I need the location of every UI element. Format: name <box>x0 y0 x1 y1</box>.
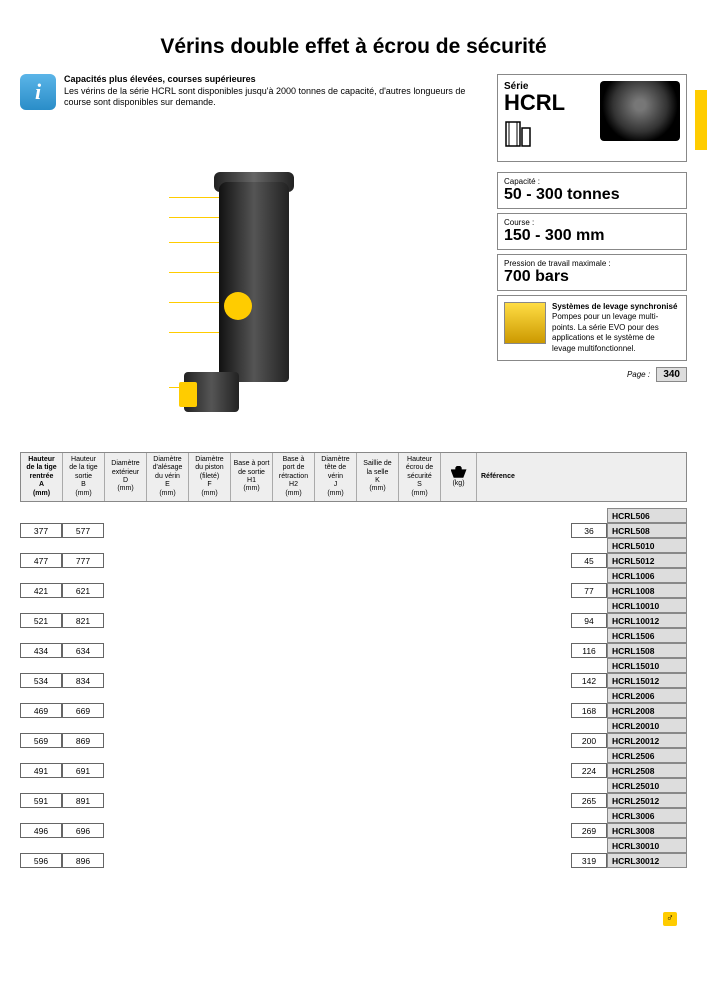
column-header: Hauteurde la tigesortieB(mm) <box>63 453 105 501</box>
footer-icon: ♂ <box>663 912 677 926</box>
table-row: HCRL10010 <box>20 598 687 613</box>
spec-stroke: Course : 150 - 300 mm <box>497 213 687 250</box>
info-body: Les vérins de la série HCRL sont disponi… <box>64 86 465 108</box>
table-row: HCRL5010 <box>20 538 687 553</box>
table-row: HCRL2506 <box>20 748 687 763</box>
reference-cell: HCRL5010 <box>607 538 687 553</box>
table-row: HCRL20010 <box>20 718 687 733</box>
info-heading: Capacités plus élevées, courses supérieu… <box>64 74 256 84</box>
sync-system-box: Systèmes de levage synchronisé Pompes po… <box>497 295 687 361</box>
reference-cell: HCRL2508 <box>607 763 687 778</box>
reference-cell: HCRL5012 <box>607 553 687 568</box>
table-row: 52182194HCRL10012 <box>20 613 687 628</box>
series-outline-icon <box>504 118 532 150</box>
table-row: 496696269HCRL3008 <box>20 823 687 838</box>
reference-cell: HCRL15010 <box>607 658 687 673</box>
table-row: 47777745HCRL5012 <box>20 553 687 568</box>
reference-cell: HCRL25012 <box>607 793 687 808</box>
column-header: (kg) <box>441 453 477 501</box>
reference-cell: HCRL3006 <box>607 808 687 823</box>
info-icon: i <box>20 74 56 110</box>
table-row: 491691224HCRL2508 <box>20 763 687 778</box>
reference-cell: HCRL1008 <box>607 583 687 598</box>
reference-cell: HCRL20012 <box>607 733 687 748</box>
info-box: i Capacités plus élevées, courses supéri… <box>20 74 487 162</box>
cylinder-cutaway-image <box>20 172 487 442</box>
table-row: 37757736HCRL508 <box>20 523 687 538</box>
page-title: Vérins double effet à écrou de sécurité <box>20 35 687 59</box>
column-header: Diamètred'alésagedu vérinE(mm) <box>147 453 189 501</box>
footer: ♂ <box>20 908 687 926</box>
reference-cell: HCRL30010 <box>607 838 687 853</box>
table-row: HCRL25010 <box>20 778 687 793</box>
reference-cell: HCRL10010 <box>607 598 687 613</box>
reference-cell: HCRL2506 <box>607 748 687 763</box>
reference-cell: HCRL20010 <box>607 718 687 733</box>
column-header: Base à portde sortieH1(mm) <box>231 453 273 501</box>
table-row: HCRL30010 <box>20 838 687 853</box>
table-header: Hauteurde la tigerentréeA(mm)Hauteurde l… <box>20 452 687 502</box>
side-tab <box>695 90 707 150</box>
column-header: DiamètreextérieurD(mm) <box>105 453 147 501</box>
table-row: HCRL1506 <box>20 628 687 643</box>
reference-cell: HCRL30012 <box>607 853 687 868</box>
reference-cell: HCRL3008 <box>607 823 687 838</box>
table-row: HCRL2006 <box>20 688 687 703</box>
column-header: Diamètretête devérinJ(mm) <box>315 453 357 501</box>
spec-pressure: Pression de travail maximale : 700 bars <box>497 254 687 291</box>
column-header: Hauteurde la tigerentréeA(mm) <box>21 453 63 501</box>
table-row: HCRL3006 <box>20 808 687 823</box>
reference-cell: HCRL506 <box>607 508 687 523</box>
series-product-image <box>600 81 680 141</box>
column-header: Référence <box>477 453 686 501</box>
table-row: HCRL506 <box>20 508 687 523</box>
table-row: 591891265HCRL25012 <box>20 793 687 808</box>
reference-cell: HCRL508 <box>607 523 687 538</box>
reference-cell: HCRL1506 <box>607 628 687 643</box>
spec-capacity: Capacité : 50 - 300 tonnes <box>497 172 687 209</box>
table-row: 596896319HCRL30012 <box>20 853 687 868</box>
table-row: HCRL15010 <box>20 658 687 673</box>
series-box: Série HCRL <box>497 74 687 162</box>
table-row: HCRL1006 <box>20 568 687 583</box>
reference-cell: HCRL2006 <box>607 688 687 703</box>
table-row: 569869200HCRL20012 <box>20 733 687 748</box>
reference-cell: HCRL15012 <box>607 673 687 688</box>
column-header: Saillie dela selleK(mm) <box>357 453 399 501</box>
sync-image <box>504 302 546 344</box>
spec-table: Hauteurde la tigerentréeA(mm)Hauteurde l… <box>20 452 687 868</box>
table-row: 534834142HCRL15012 <box>20 673 687 688</box>
column-header: Base àport derétractionH2(mm) <box>273 453 315 501</box>
page-reference: Page : 340 <box>497 367 687 382</box>
reference-cell: HCRL10012 <box>607 613 687 628</box>
table-row: 434634116HCRL1508 <box>20 643 687 658</box>
reference-cell: HCRL25010 <box>607 778 687 793</box>
table-row: 469669168HCRL2008 <box>20 703 687 718</box>
reference-cell: HCRL2008 <box>607 703 687 718</box>
series-name: HCRL <box>504 92 594 114</box>
column-header: Diamètredu piston(fileté)F(mm) <box>189 453 231 501</box>
reference-cell: HCRL1006 <box>607 568 687 583</box>
column-header: Hauteurécrou desécuritéS(mm) <box>399 453 441 501</box>
reference-cell: HCRL1508 <box>607 643 687 658</box>
table-row: 42162177HCRL1008 <box>20 583 687 598</box>
